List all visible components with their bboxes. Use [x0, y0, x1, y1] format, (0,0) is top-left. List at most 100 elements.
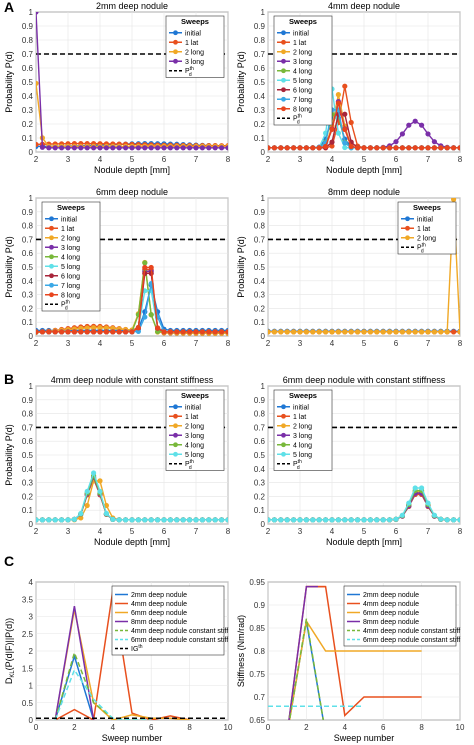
data-point — [103, 329, 109, 335]
data-point — [271, 145, 277, 151]
data-point — [142, 145, 148, 151]
data-point — [348, 517, 354, 523]
data-point — [387, 517, 393, 523]
legend-label: initial — [185, 404, 201, 411]
x-tick-label: 8 — [458, 155, 463, 164]
x-tick-label: 5 — [130, 339, 135, 348]
y-tick-label: 0.5 — [22, 78, 34, 87]
data-point — [367, 329, 373, 335]
data-point — [291, 145, 297, 151]
y-tick-label: 0.8 — [22, 36, 34, 45]
data-point — [316, 329, 322, 335]
legend-marker — [173, 451, 178, 457]
data-point — [103, 145, 109, 151]
y-tick-label: 0.8 — [254, 36, 266, 45]
y-tick-label: 0.7 — [22, 423, 34, 432]
data-point — [457, 145, 460, 151]
legend-label: 4mm deep nodule — [363, 601, 419, 608]
data-point — [167, 145, 173, 151]
data-point — [97, 488, 103, 495]
y-tick-label: 0.3 — [22, 291, 34, 300]
x-axis-label: Nodule depth [mm] — [326, 165, 402, 175]
data-point — [329, 139, 335, 145]
x-tick-label: 4 — [98, 339, 103, 348]
data-point — [310, 517, 316, 523]
legend-title: Sweeps — [289, 391, 317, 400]
legend-label: 4mm deep nodule — [131, 601, 187, 608]
legend-title: Sweeps — [289, 17, 317, 26]
y-tick-label: 0.7 — [22, 50, 34, 59]
section-letter-c: C — [4, 553, 14, 569]
data-point — [268, 329, 271, 335]
data-point — [425, 131, 431, 137]
data-point — [393, 145, 399, 151]
data-point — [167, 329, 173, 335]
x-tick-label: 7 — [194, 339, 199, 348]
y-tick-label: 0.4 — [22, 277, 34, 286]
data-point — [329, 329, 335, 335]
x-tick-label: 7 — [194, 155, 199, 164]
data-point — [84, 502, 90, 509]
legend-label: 2mm deep nodule — [131, 592, 187, 599]
legend-marker — [281, 432, 286, 438]
legend-marker — [173, 423, 178, 429]
data-point — [161, 517, 167, 523]
y-tick-label: 0.5 — [22, 263, 34, 272]
y-axis-label: Probability P(d) — [4, 424, 14, 486]
data-point — [323, 517, 329, 523]
legend-label: 1 lat — [185, 40, 198, 47]
data-point — [97, 329, 103, 335]
data-point — [148, 517, 154, 523]
legend-label: 4mm deep nodule constant stiff — [363, 628, 460, 635]
legend-label: 1 lat — [417, 226, 430, 233]
legend-marker — [281, 58, 286, 64]
y-tick-label: 4 — [29, 578, 34, 587]
data-point — [59, 329, 65, 335]
data-point — [135, 145, 141, 151]
data-point — [174, 145, 180, 151]
data-point — [84, 145, 90, 151]
data-point — [406, 329, 412, 335]
y-tick-label: 0.2 — [254, 304, 266, 313]
data-point — [451, 517, 457, 523]
data-point — [52, 517, 58, 523]
y-tick-label: 0.1 — [254, 506, 266, 515]
legend-label: initial — [61, 216, 77, 223]
legend-label: initial — [417, 216, 433, 223]
legend-box — [111, 585, 225, 656]
legend-label: 4 long — [61, 254, 80, 261]
data-point — [278, 517, 284, 523]
legend-marker — [173, 39, 178, 45]
x-axis-label: Nodule depth [mm] — [326, 537, 402, 547]
legend-label: 7 long — [293, 97, 312, 104]
chart-panel-3: 2 3 4 5 6 7 8 0 0.1 0.2 0.3 0.4 0.5 0.6 0.7 0.8 0.9 1 6mm … — [4, 187, 231, 348]
x-tick-label: 2 — [266, 155, 271, 164]
legend-marker — [49, 273, 54, 279]
chart-title: 6mm deep nodule — [96, 187, 168, 197]
legend-marker — [281, 68, 286, 74]
y-tick-label: 0.4 — [254, 92, 266, 101]
data-point — [355, 329, 361, 335]
data-point — [193, 145, 199, 151]
data-point — [361, 145, 367, 151]
y-tick-label: 0 — [29, 716, 34, 725]
chart-title: 4mm deep nodule with constant stiffness — [51, 375, 214, 385]
section-letter-a: A — [4, 0, 14, 15]
data-point — [355, 517, 361, 523]
legend-label: 3 long — [293, 59, 312, 66]
y-tick-label: 0.6 — [22, 64, 34, 73]
data-point — [406, 500, 412, 506]
data-point — [39, 144, 46, 150]
series-group — [268, 485, 460, 523]
data-point — [310, 145, 316, 151]
legend-label: 4mm deep nodule constant stiff — [131, 628, 228, 635]
data-point — [161, 145, 167, 151]
y-tick-label: 0.7 — [22, 235, 34, 244]
legend-marker — [173, 442, 178, 448]
legend-label: 1 lat — [61, 226, 74, 233]
y-tick-label: 1 — [29, 8, 34, 17]
y-tick-label: 0 — [29, 148, 34, 157]
legend-box — [273, 389, 333, 471]
y-tick-label: 3 — [29, 613, 34, 622]
legend-label: 2 long — [61, 235, 80, 242]
